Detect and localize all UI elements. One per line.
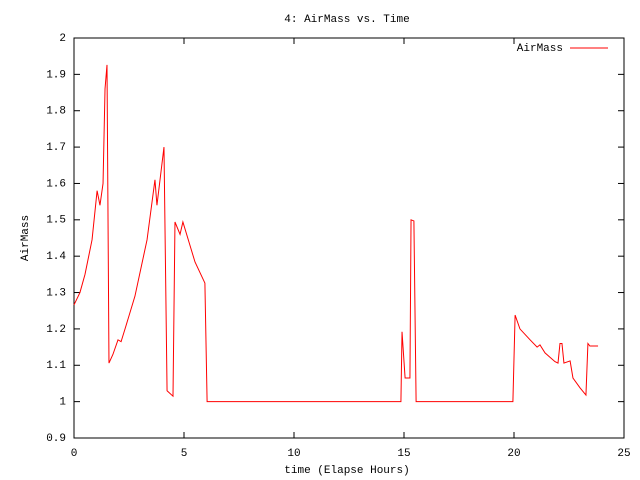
y-tick-label: 1.5 — [46, 215, 66, 227]
y-tick-label: 1.8 — [46, 106, 66, 118]
x-tick-label: 15 — [397, 448, 410, 460]
x-tick-label: 5 — [181, 448, 188, 460]
y-tick-label: 1.7 — [46, 142, 66, 154]
legend-label: AirMass — [517, 43, 563, 55]
y-tick-label: 1.1 — [46, 360, 66, 372]
x-tick-label: 20 — [507, 448, 520, 460]
x-tick-label: 10 — [287, 448, 300, 460]
data-line — [73, 64, 599, 403]
plot-border — [73, 37, 625, 439]
y-tick-label: 1.4 — [46, 251, 66, 263]
y-axis-label: AirMass — [20, 215, 32, 261]
x-axis-label: time (Elapse Hours) — [284, 465, 409, 477]
y-tick-label: 1 — [59, 397, 66, 409]
y-tick-label: 1.9 — [46, 69, 66, 81]
chart-title: 4: AirMass vs. Time — [284, 14, 409, 26]
x-tick-label: 0 — [71, 448, 78, 460]
y-tick-label: 1.3 — [46, 287, 66, 299]
y-tick-label: 1.6 — [46, 178, 66, 190]
x-tick-label: 25 — [617, 448, 630, 460]
y-tick-label: 1.2 — [46, 324, 66, 336]
y-tick-label: 0.9 — [46, 433, 66, 445]
y-tick-label: 2 — [59, 33, 66, 45]
